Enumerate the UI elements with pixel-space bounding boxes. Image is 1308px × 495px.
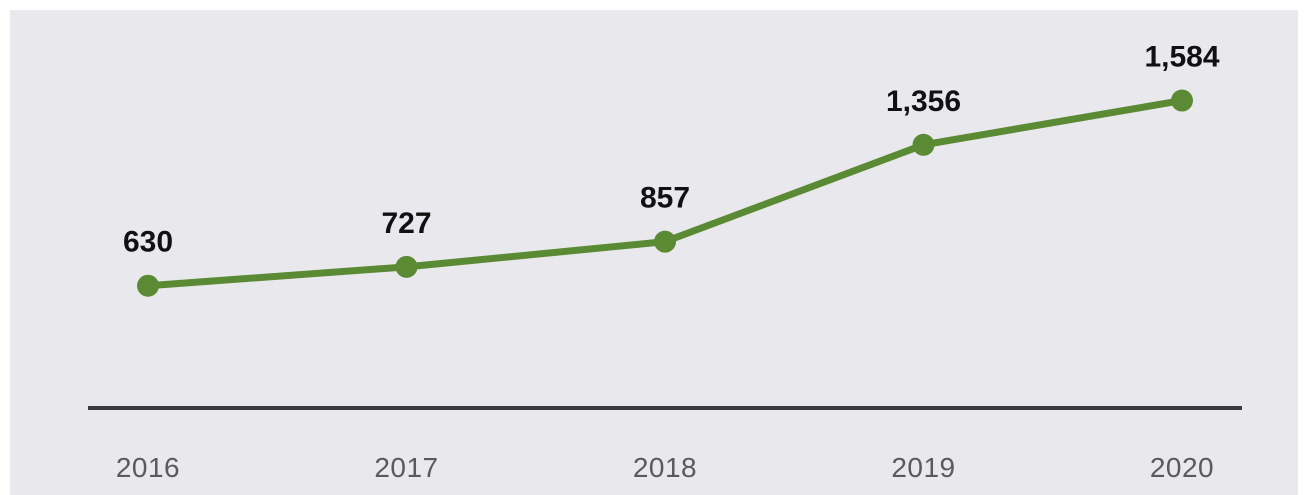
data-point-2018 — [654, 230, 676, 253]
x-tick-labels: 2016 2017 2018 2019 2020 — [116, 452, 1214, 483]
data-label-2019: 1,356 — [886, 85, 961, 118]
data-points — [137, 89, 1193, 297]
data-point-2016 — [137, 274, 159, 297]
data-point-2020 — [1171, 89, 1193, 112]
data-label-2017: 727 — [381, 207, 431, 240]
x-tick-2017: 2017 — [374, 452, 438, 483]
x-tick-2016: 2016 — [116, 452, 180, 483]
x-tick-2020: 2020 — [1150, 452, 1214, 483]
data-labels: 630 727 857 1,356 1,584 — [123, 41, 1220, 259]
data-label-2016: 630 — [123, 226, 173, 259]
data-point-2019 — [912, 133, 935, 156]
data-label-2020: 1,584 — [1144, 41, 1219, 74]
data-point-2017 — [395, 255, 418, 278]
chart-background — [10, 10, 1298, 495]
x-tick-2018: 2018 — [633, 452, 697, 483]
data-label-2018: 857 — [640, 182, 690, 215]
x-tick-2019: 2019 — [891, 452, 955, 483]
